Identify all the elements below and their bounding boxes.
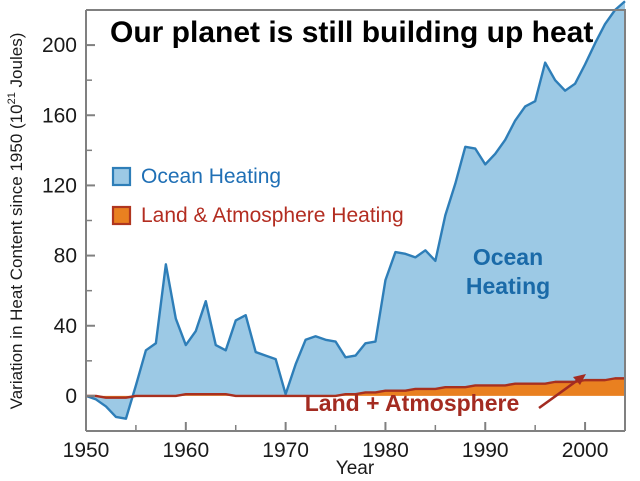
annotation-arrow-icon — [538, 374, 586, 410]
x-axis-tick-labels: 1950 1960 1970 1980 1990 2000 — [63, 439, 609, 462]
y-axis-title: Variation in Heat Content since 1950 (10… — [6, 33, 26, 410]
y-axis-title-exponent: 21 — [6, 92, 18, 104]
x-axis-ticks — [85, 422, 587, 431]
x-tick-label: 1990 — [462, 439, 509, 462]
annotation-land-atmosphere: Land + Atmosphere — [305, 390, 520, 416]
legend-label-ocean-heating: Ocean Heating — [141, 165, 281, 188]
plot-series-group — [85, 0, 626, 420]
annotation-ocean-heating-line1: Ocean — [473, 244, 543, 270]
y-axis-ticks — [86, 9, 95, 432]
x-tick-label: 2000 — [562, 439, 609, 462]
chart-title: Our planet is still building up heat — [110, 16, 593, 49]
y-axis-tick-labels: 0 40 80 120 160 200 — [42, 34, 77, 408]
legend-swatch-ocean-heating — [111, 166, 132, 187]
legend-swatch-land-atmosphere-heating — [111, 205, 132, 226]
x-tick-label: 1960 — [162, 439, 209, 462]
x-axis-title: Year — [336, 458, 375, 479]
y-tick-label: 0 — [65, 385, 77, 408]
x-tick-label: 1950 — [63, 439, 110, 462]
y-tick-label: 80 — [54, 245, 77, 268]
y-tick-label: 200 — [42, 34, 77, 57]
annotation-ocean-heating: Ocean Heating — [466, 244, 550, 299]
ocean-heating-area — [86, 1, 625, 419]
y-tick-label: 160 — [42, 104, 77, 127]
y-axis-title-suffix: Joules) — [7, 33, 26, 93]
legend: Ocean Heating Land & Atmosphere Heating — [111, 165, 404, 227]
legend-label-land-atmosphere-heating: Land & Atmosphere Heating — [141, 204, 404, 227]
plot-frame — [86, 9, 626, 431]
annotation-ocean-heating-line2: Heating — [466, 273, 550, 299]
land-atmosphere-area — [86, 378, 625, 398]
y-tick-label: 120 — [42, 174, 77, 197]
x-tick-label: 1970 — [262, 439, 309, 462]
land-atmosphere-line — [86, 377, 625, 399]
svg-text:Variation in Heat Content sinc: Variation in Heat Content since 1950 (10… — [6, 33, 26, 410]
y-tick-label: 40 — [54, 315, 77, 338]
y-axis-title-prefix: Variation in Heat Content since 1950 (10 — [7, 104, 26, 409]
x-tick-label: 1980 — [362, 439, 409, 462]
ocean-heating-line — [85, 0, 626, 420]
